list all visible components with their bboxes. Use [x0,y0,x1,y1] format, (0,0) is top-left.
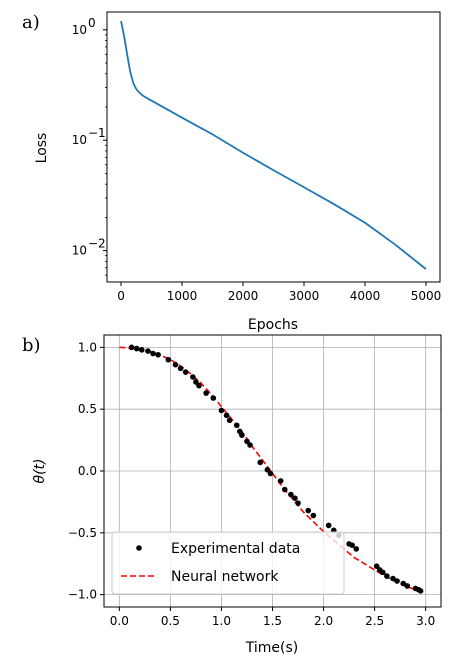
experimental-data-point [218,407,225,414]
experimental-data-point [257,459,264,466]
panel-b: b) 0.0 0.5 1.0 1.5 2.0 2.5 3.0 1.0 0.5 0.0 −0.5 −1… [22,334,442,656]
panel-a-label: a) [22,12,40,33]
theta-y-axis-label: θ(t) [32,459,48,484]
loss-y-tick-label: 10 [72,23,87,37]
loss-y-tick-exponent: 0 [88,16,96,30]
experimental-data-point [193,379,199,385]
theta-x-tick-label: 1.0 [212,614,231,628]
legend-marker-experimental [136,545,142,551]
theta-y-tick-label: −0.5 [68,526,97,540]
experimental-data-point [400,580,407,587]
theta-y-ticks: 1.0 0.5 0.0 −0.5 −1.0 [68,340,104,602]
experimental-data-point [404,583,411,589]
experimental-data-point [190,374,196,380]
experimental-data-point [239,432,245,438]
theta-y-tick-label: −1.0 [68,588,97,602]
experimental-data-point [277,478,284,484]
experimental-data-point [177,365,184,372]
loss-x-ticks: 0 1000 2000 3000 4000 5000 [117,282,441,303]
loss-curve [120,20,427,270]
loss-x-tick-label: 0 [117,289,125,303]
experimental-data-point [155,351,161,358]
experimental-data-point [150,350,156,357]
loss-y-tick-exponent: −2 [88,237,106,251]
experimental-data-point [247,442,253,448]
experimental-data-point [295,500,301,506]
loss-y-axis-label: Loss [34,133,50,164]
experimental-data-point [145,348,151,354]
experimental-data-point [417,588,424,594]
experimental-data-point [128,344,135,351]
experimental-data-point [267,470,274,477]
experimental-data-point [288,491,294,498]
experimental-data-point [390,575,396,582]
experimental-data-point [233,422,240,429]
theta-x-tick-label: 1.5 [263,614,282,628]
experimental-data-point [373,563,380,569]
experimental-data-point [203,390,209,396]
theta-x-tick-label: 3.0 [416,614,435,628]
experimental-data-point [305,507,312,514]
loss-y-tick-label: 10 [72,133,87,147]
theta-x-tick-label: 2.0 [314,614,333,628]
experimental-data-point [349,542,355,548]
legend: Experimental data Neural network [111,531,345,595]
theta-y-tick-label: 0.5 [78,402,97,416]
loss-y-tick-label: 10 [72,244,87,258]
experimental-data-point [226,417,233,424]
loss-plot-frame [106,11,441,283]
experimental-data-point [379,569,386,576]
loss-x-tick-label: 1000 [167,289,198,303]
loss-x-tick-label: 2000 [228,289,259,303]
experimental-data-point [165,356,172,363]
experimental-data-point [210,395,217,401]
theta-y-tick-label: 1.0 [78,340,97,354]
theta-x-tick-label: 0.0 [110,614,129,628]
experimental-data-point [182,369,189,375]
experimental-data-point [325,522,332,529]
experimental-data-point [264,466,271,473]
theta-x-axis-label: Time(s) [245,640,298,656]
experimental-data-point [223,412,230,419]
experimental-data-point [281,486,288,493]
legend-label-neural: Neural network [171,569,279,585]
experimental-data-point [244,438,250,445]
theta-x-tick-label: 0.5 [161,614,180,628]
experimental-data-point [172,361,179,368]
loss-x-tick-label: 4000 [350,289,381,303]
panel-b-label: b) [22,335,41,356]
experimental-data-point [292,495,298,502]
loss-x-tick-label: 5000 [411,289,442,303]
experimental-data-point [138,347,145,353]
theta-y-tick-label: 0.0 [78,464,97,478]
experimental-data-point [196,382,202,389]
loss-plot-area [120,20,427,270]
experimental-data-point [310,512,317,519]
experimental-data-point [394,578,400,584]
experimental-data-point [133,345,140,352]
theta-x-ticks: 0.0 0.5 1.0 1.5 2.0 2.5 3.0 [110,607,435,628]
legend-box [111,531,345,595]
loss-y-tick-exponent: −1 [88,126,106,140]
loss-x-axis-label: Epochs [248,317,298,333]
legend-label-experimental: Experimental data [171,541,300,557]
theta-x-tick-label: 2.5 [365,614,384,628]
experimental-data-point [353,546,360,552]
loss-x-tick-label: 3000 [289,289,320,303]
experimental-data-point [384,573,390,579]
theta-plot-area [119,344,426,595]
